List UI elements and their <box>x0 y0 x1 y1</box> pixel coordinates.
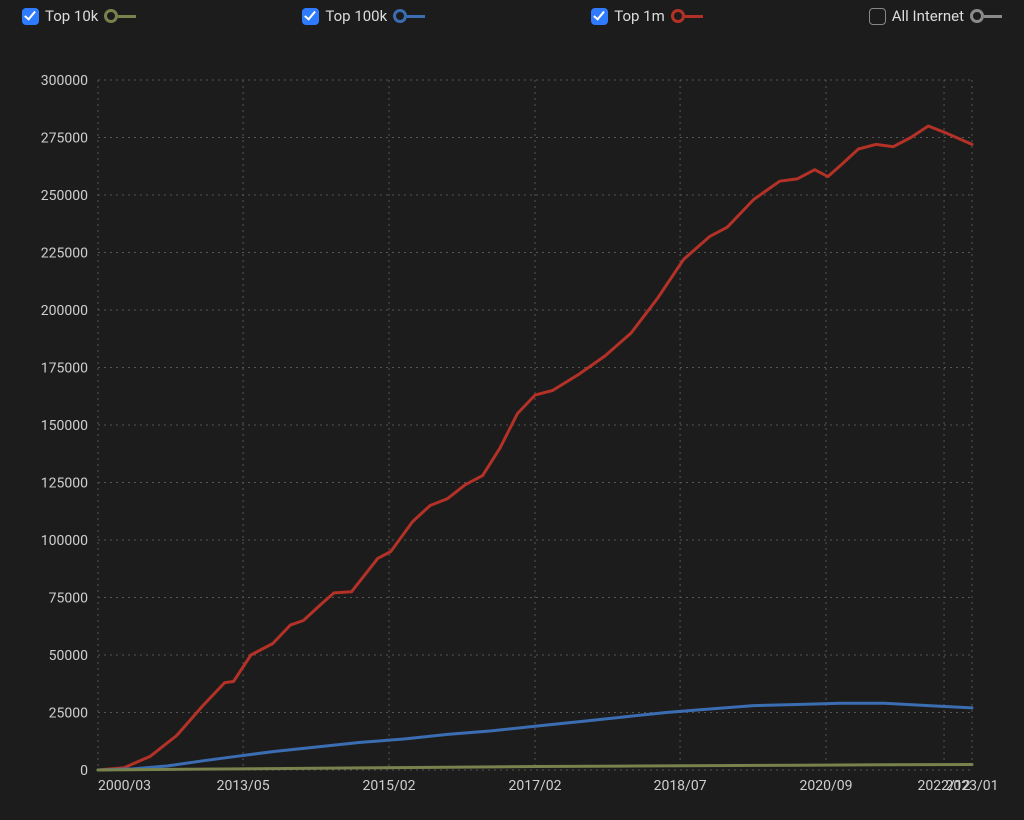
legend-circle-icon <box>671 9 685 23</box>
line-chart: 0 25000 50000 75000 100000 125000 150000 175000… <box>0 30 1024 820</box>
chart-area: 0 25000 50000 75000 100000 125000 150000 175000… <box>0 30 1024 820</box>
legend-line-icon <box>685 15 703 18</box>
legend-marker-icon <box>671 9 703 23</box>
svg-text:150000: 150000 <box>41 418 88 434</box>
legend-marker-icon <box>104 9 136 23</box>
chart-legend: Top 10k Top 100k Top 1m All Internet <box>0 0 1024 30</box>
legend-label: All Internet <box>892 7 964 25</box>
legend-label: Top 1m <box>614 7 665 25</box>
legend-marker-icon <box>970 9 1002 23</box>
legend-item-allinternet[interactable]: All Internet <box>869 7 1002 25</box>
svg-text:125000: 125000 <box>41 476 88 492</box>
svg-text:2020/09: 2020/09 <box>800 778 853 794</box>
svg-text:50000: 50000 <box>49 648 88 664</box>
svg-text:2018/07: 2018/07 <box>654 778 707 794</box>
legend-item-top1m[interactable]: Top 1m <box>591 7 703 25</box>
legend-label: Top 100k <box>325 7 387 25</box>
legend-item-top100k[interactable]: Top 100k <box>302 7 425 25</box>
svg-text:175000: 175000 <box>41 361 88 377</box>
svg-text:2013/05: 2013/05 <box>217 778 270 794</box>
legend-marker-icon <box>393 9 425 23</box>
legend-line-icon <box>118 15 136 18</box>
legend-circle-icon <box>104 9 118 23</box>
legend-line-icon <box>984 15 1002 18</box>
svg-text:100000: 100000 <box>41 533 88 549</box>
svg-text:0: 0 <box>80 763 88 779</box>
svg-text:25000: 25000 <box>49 706 88 722</box>
svg-text:2000/03: 2000/03 <box>98 778 151 794</box>
legend-circle-icon <box>970 9 984 23</box>
legend-checkbox-top1m[interactable] <box>591 8 608 25</box>
svg-text:275000: 275000 <box>41 131 88 147</box>
svg-text:300000: 300000 <box>41 73 88 89</box>
svg-text:2015/02: 2015/02 <box>363 778 416 794</box>
svg-text:200000: 200000 <box>41 303 88 319</box>
legend-line-icon <box>407 15 425 18</box>
legend-checkbox-allinternet[interactable] <box>869 8 886 25</box>
svg-text:2017/02: 2017/02 <box>509 778 562 794</box>
legend-label: Top 10k <box>45 7 98 25</box>
svg-text:75000: 75000 <box>49 591 88 607</box>
legend-checkbox-top10k[interactable] <box>22 8 39 25</box>
svg-text:250000: 250000 <box>41 188 88 204</box>
svg-text:2023/01: 2023/01 <box>946 778 999 794</box>
legend-circle-icon <box>393 9 407 23</box>
legend-item-top10k[interactable]: Top 10k <box>22 7 136 25</box>
legend-checkbox-top100k[interactable] <box>302 8 319 25</box>
svg-text:225000: 225000 <box>41 246 88 262</box>
